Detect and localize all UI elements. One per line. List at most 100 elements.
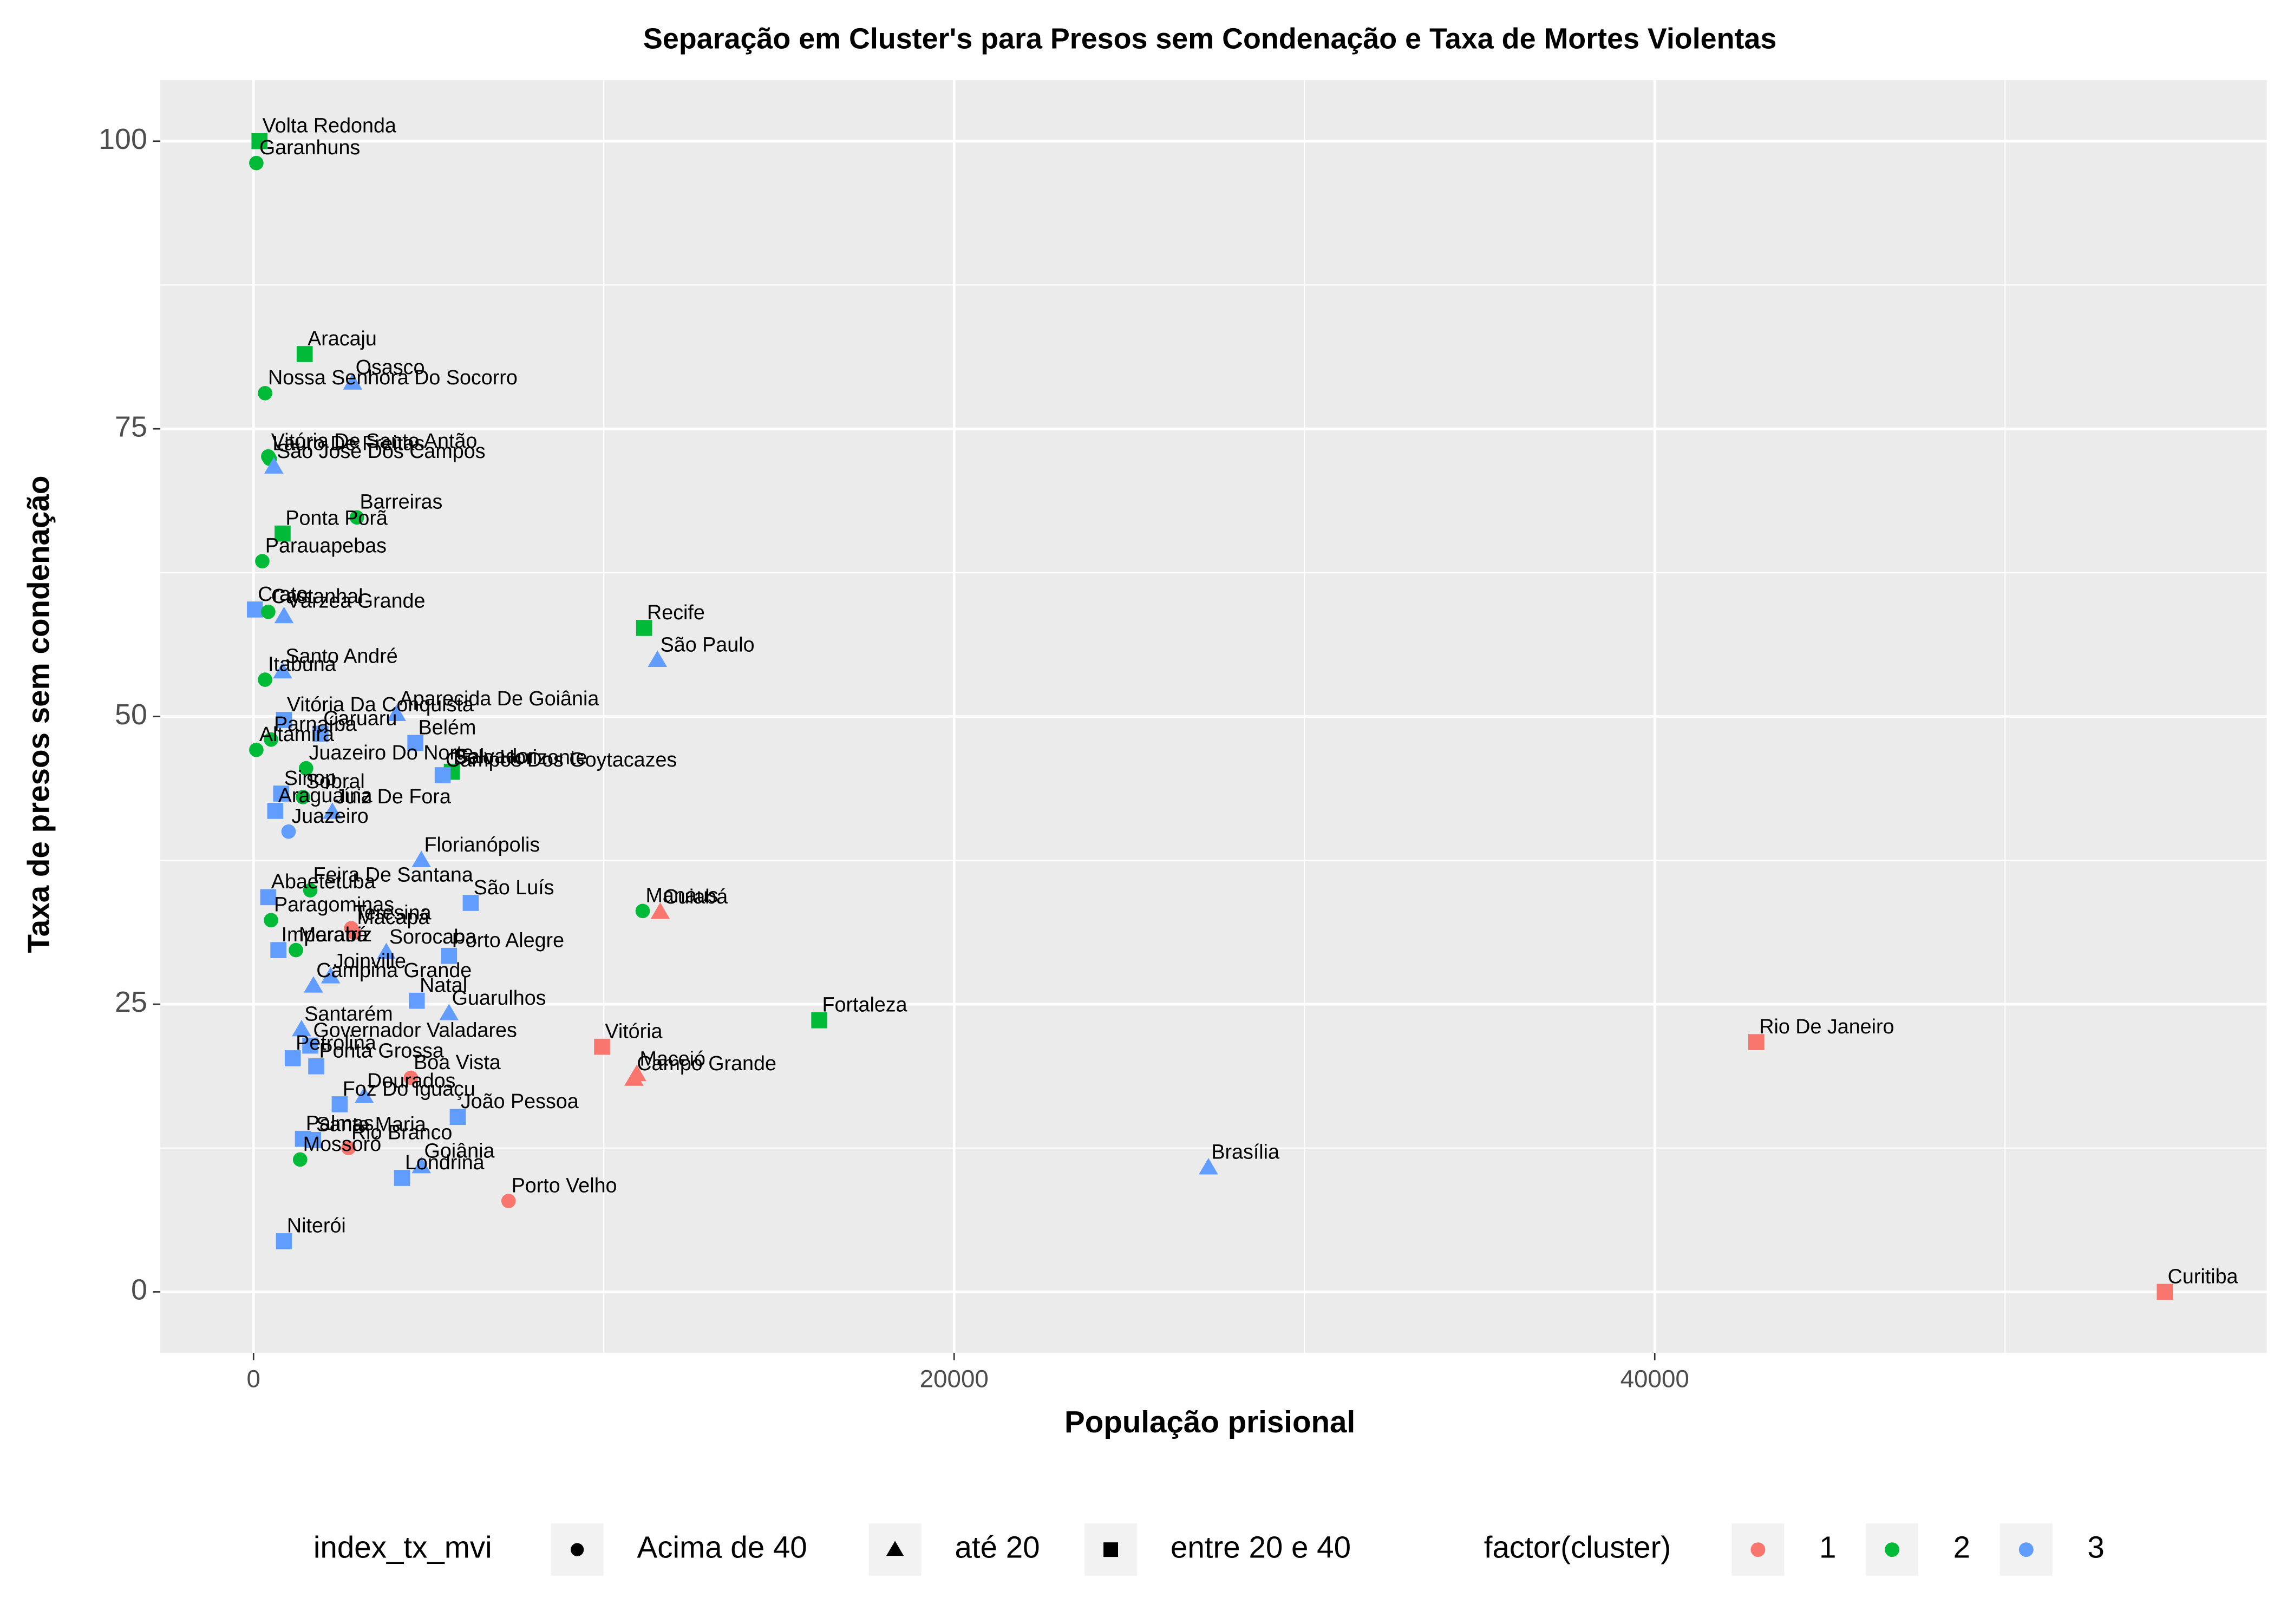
point-label: Natal (420, 973, 467, 996)
point-label: Macapá (357, 906, 429, 928)
point (439, 1004, 459, 1020)
point-label: Curitiba (2168, 1265, 2238, 1287)
point (411, 1156, 431, 1174)
point-label: Vitória Da Conquista (287, 693, 474, 716)
point-label: Garanhuns (259, 136, 360, 159)
point-label: Campina Grande (316, 959, 472, 981)
point (636, 620, 652, 636)
point (635, 903, 650, 919)
point-label: Goiânia (424, 1140, 495, 1162)
point-label: São Paulo (661, 633, 755, 656)
point (258, 385, 272, 401)
legend-symbol (571, 1543, 584, 1556)
point-label: Porto Alegre (452, 929, 564, 952)
point-label: Aparecida De Goiânia (400, 687, 599, 710)
point-label: Osasco (356, 356, 425, 378)
x-tick-label: 20000 (920, 1365, 989, 1392)
point (1199, 1158, 1218, 1175)
point-label: Ponta Grossa (319, 1039, 443, 1062)
y-tick-label: 75 (115, 410, 147, 443)
point-label: São Luís (474, 876, 554, 899)
y-tick-label: 0 (131, 1274, 147, 1306)
point (341, 1141, 356, 1156)
point-label: Guarulhos (452, 986, 546, 1009)
point-label: Barreiras (360, 490, 443, 513)
point-label: Altamira (259, 723, 334, 745)
point-label: Aracaju (308, 327, 377, 350)
y-tick-label: 50 (115, 698, 147, 731)
point-label: Marabá (299, 923, 368, 946)
point (650, 902, 670, 919)
point-label: Recife (647, 601, 705, 624)
point (264, 457, 284, 474)
point (247, 601, 263, 618)
point-label: Palmas (306, 1112, 374, 1135)
legend-label: até 20 (955, 1530, 1040, 1564)
point-label: Londrina (405, 1151, 485, 1174)
point-label: Crato (258, 582, 308, 605)
point-label: Maceió (639, 1047, 705, 1070)
legend-label: Acima de 40 (637, 1530, 807, 1564)
point-label: Feira De Santana (313, 863, 473, 886)
point (273, 662, 292, 679)
point-label: João Pessoa (461, 1090, 579, 1112)
point-label: Araguaína (278, 784, 373, 807)
legend-symbol (1885, 1542, 1900, 1557)
point (811, 1012, 827, 1029)
point (292, 1020, 311, 1037)
point-label: Juiz De Fora (335, 785, 451, 808)
chart-title: Separação em Cluster's para Presos sem C… (643, 23, 1776, 55)
point (331, 1096, 348, 1112)
point-label: Sobral (306, 770, 365, 793)
y-tick-label: 100 (99, 123, 147, 155)
point (267, 803, 284, 819)
legend-symbol (886, 1541, 904, 1556)
point (292, 1152, 308, 1167)
point (441, 947, 458, 964)
point (408, 992, 425, 1009)
point-label: Petrolina (296, 1031, 376, 1054)
point-label: Belo Horizonte (453, 746, 587, 769)
legend-title: index_tx_mvi (313, 1530, 492, 1564)
legend: index_tx_mvi Acima de 40 até 20 entre 20 e … (313, 1523, 2105, 1576)
point (303, 883, 318, 898)
point (251, 133, 268, 149)
point (258, 672, 272, 687)
point-label: Teresina (354, 901, 431, 924)
point (249, 742, 264, 757)
point (462, 895, 479, 911)
point (305, 1132, 322, 1148)
point-label: Vitória (605, 1020, 662, 1043)
point-label: Rio De Janeiro (1759, 1015, 1894, 1038)
point-label: Salvador (455, 744, 535, 767)
point (354, 1086, 374, 1103)
grid: 0 20000 40000 0 25 50 75 100 (99, 80, 2267, 1392)
point (2157, 1284, 2173, 1300)
point-label: Campos Dos Goytacazes (446, 748, 677, 771)
point (321, 967, 341, 984)
point-label: São José Dos Campos (277, 440, 485, 462)
point-label: Cuiabá (663, 885, 728, 908)
point (648, 650, 668, 667)
point-label: Santa Maria (316, 1113, 426, 1136)
point-label: Governador Valadares (313, 1018, 517, 1041)
point-label: Joinville (334, 949, 406, 972)
point-label: Itabuna (268, 652, 336, 675)
y-tick-label: 25 (115, 986, 147, 1018)
point-label: Rio Branco (351, 1121, 452, 1144)
point (304, 976, 323, 993)
legend-symbol (1103, 1542, 1118, 1557)
legend-symbol (2018, 1542, 2034, 1557)
point-label: Sinop (284, 767, 336, 789)
point (394, 1170, 410, 1186)
point (249, 155, 264, 171)
point (343, 373, 363, 390)
x-axis-label: População prisional (1064, 1405, 1355, 1439)
point (264, 732, 278, 747)
point-label: Mossoró (303, 1132, 381, 1155)
point-label: Manaus (645, 884, 718, 907)
point-label: Dourados (367, 1069, 455, 1092)
point (298, 761, 313, 776)
point (323, 802, 342, 819)
